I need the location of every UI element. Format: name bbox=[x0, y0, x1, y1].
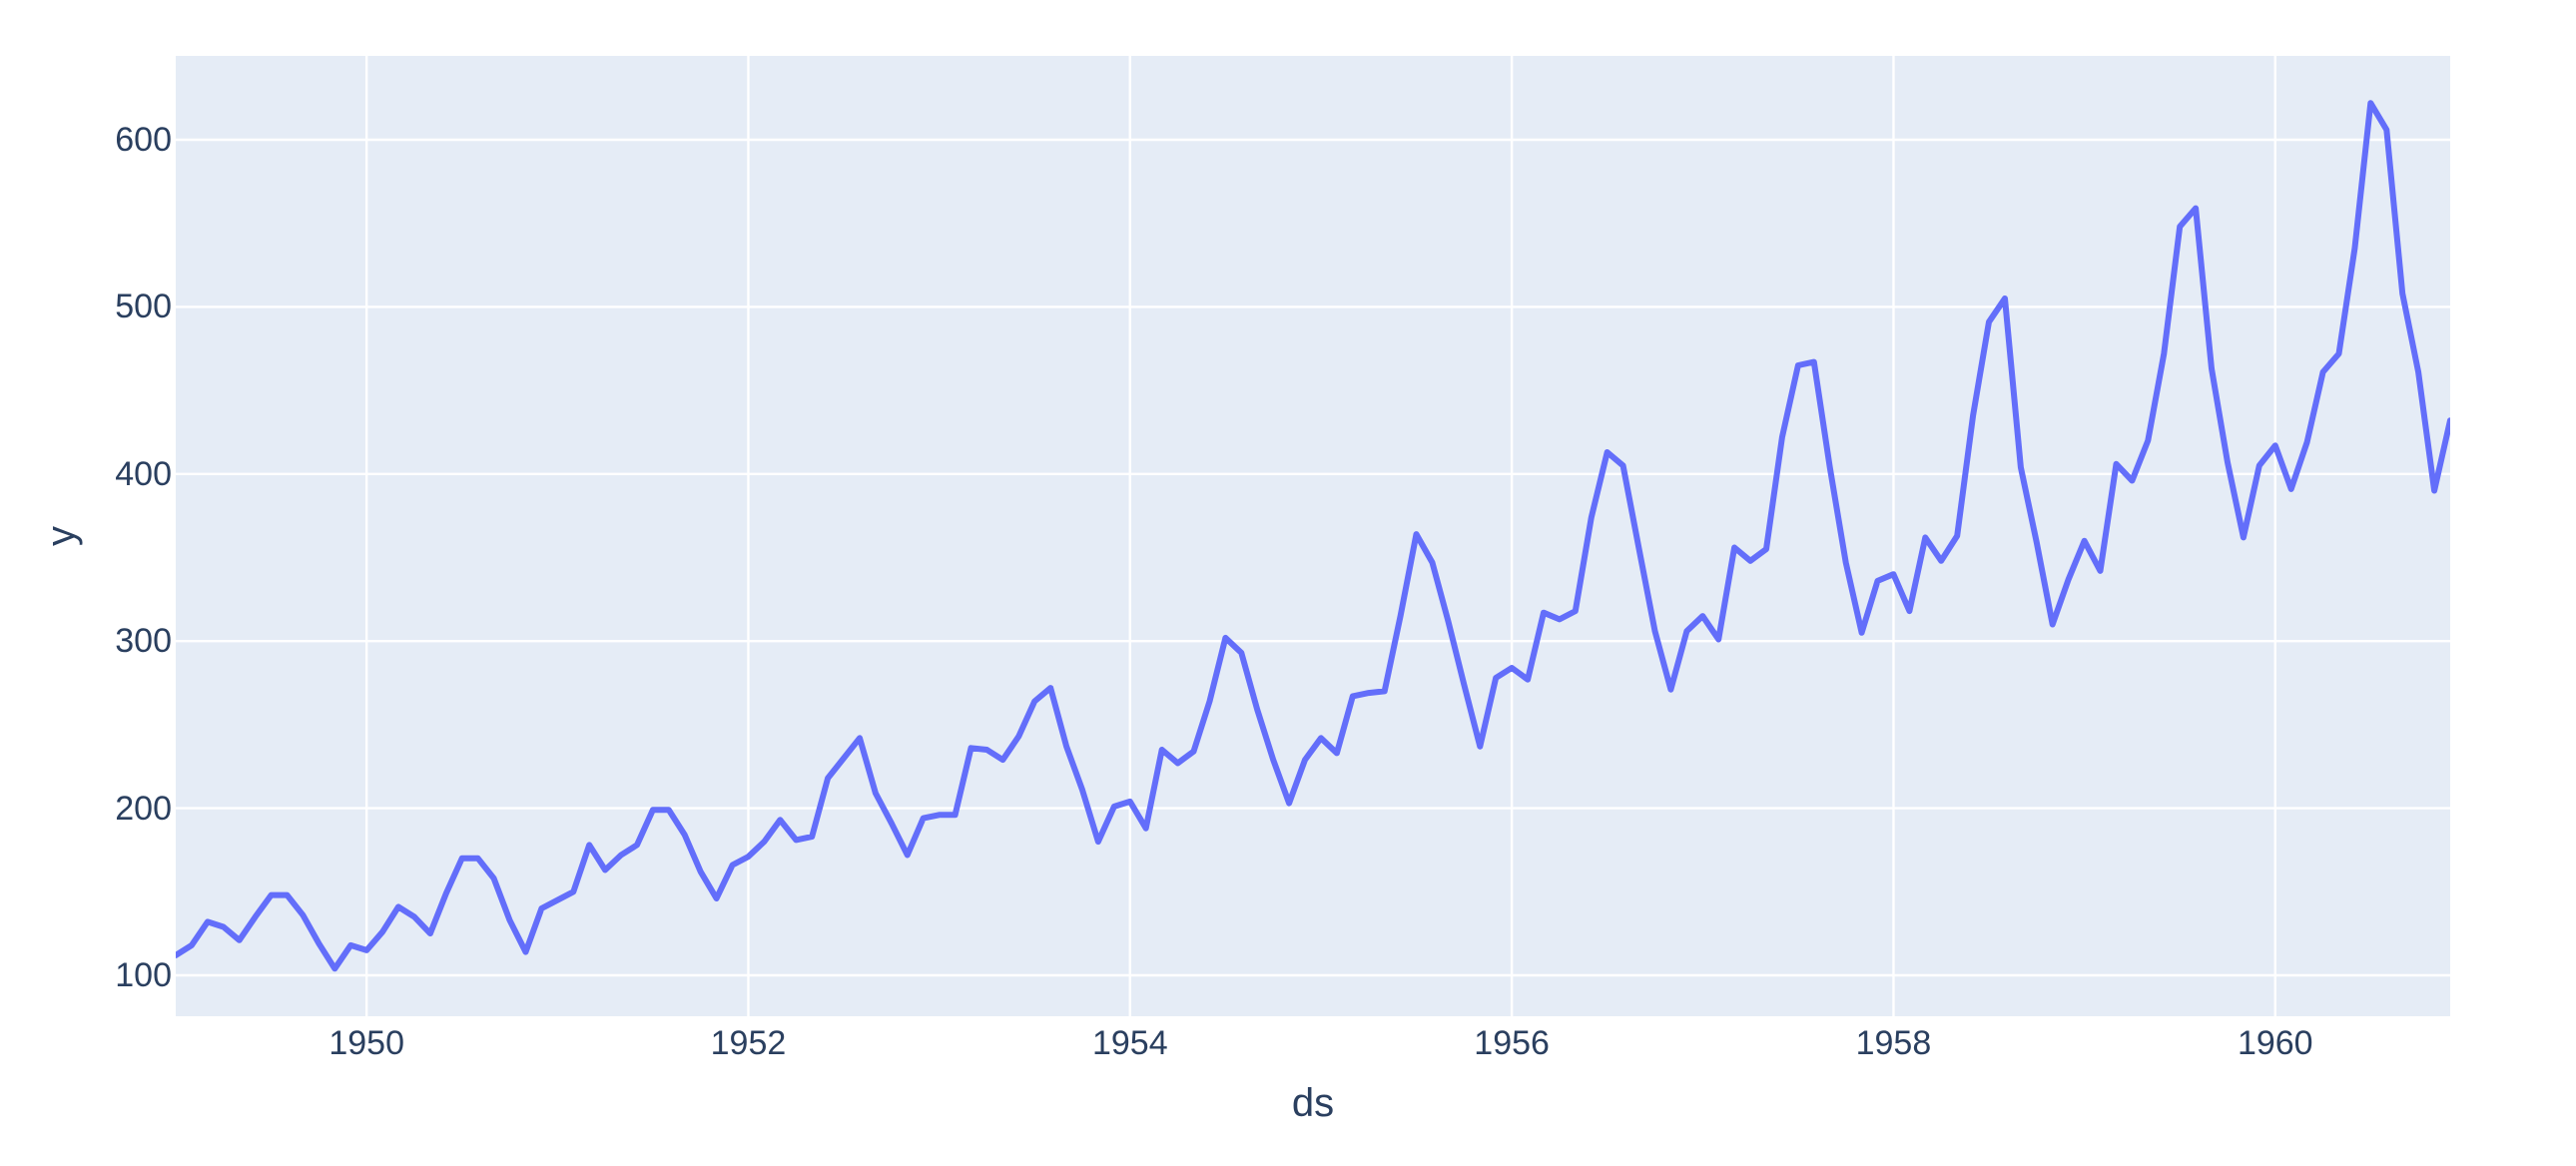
x-tick-label: 1950 bbox=[328, 1024, 404, 1062]
plot-area[interactable] bbox=[176, 56, 2450, 1016]
x-tick-label: 1958 bbox=[1855, 1024, 1932, 1062]
x-axis-title: ds bbox=[1291, 1081, 1335, 1125]
plot-canvas bbox=[176, 56, 2450, 1016]
plot-background bbox=[176, 56, 2450, 1016]
x-tick-label: 1952 bbox=[710, 1024, 787, 1062]
y-gridlines bbox=[176, 138, 2450, 977]
x-tick-label: 1954 bbox=[1091, 1024, 1168, 1062]
y-axis-title: y bbox=[39, 526, 83, 546]
y-tick-label: 400 bbox=[115, 454, 172, 493]
x-tick-label: 1956 bbox=[1474, 1024, 1550, 1062]
x-tick-label: 1960 bbox=[2237, 1024, 2313, 1062]
y-tick-label: 300 bbox=[115, 622, 172, 661]
y-tick-label: 100 bbox=[115, 956, 172, 994]
x-gridlines bbox=[364, 56, 2276, 1016]
y-tick-label: 200 bbox=[115, 789, 172, 828]
data-series-line[interactable] bbox=[176, 100, 2450, 972]
y-tick-label: 500 bbox=[115, 288, 172, 326]
y-tick-label: 600 bbox=[115, 121, 172, 159]
